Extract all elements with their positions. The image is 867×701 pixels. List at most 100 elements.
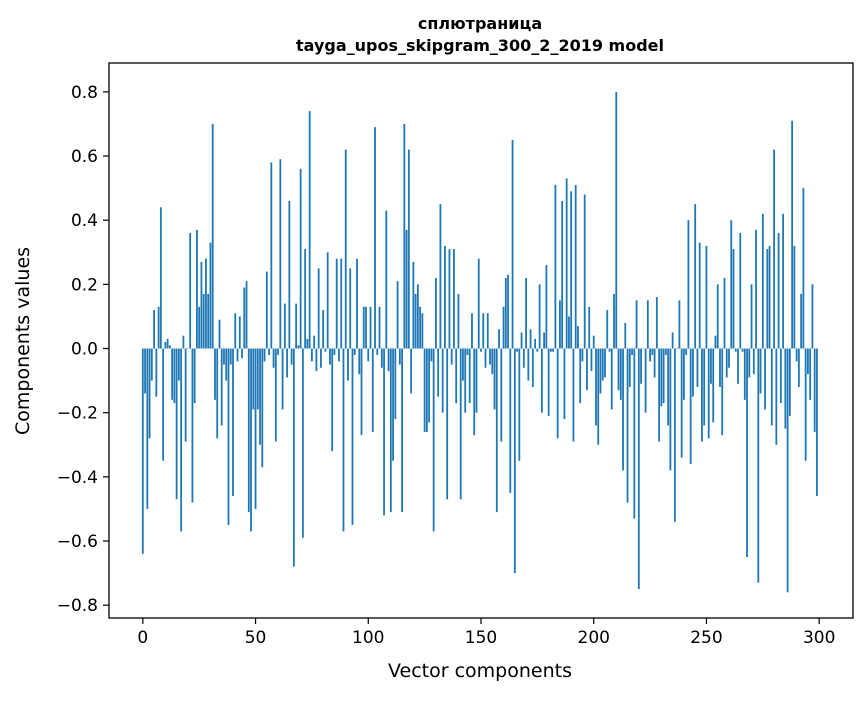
bar xyxy=(430,348,433,362)
bar xyxy=(254,348,257,509)
bar xyxy=(723,277,726,349)
bar xyxy=(387,348,390,371)
bar xyxy=(340,258,343,349)
bar xyxy=(365,306,367,349)
bars-group xyxy=(141,91,818,593)
bar xyxy=(509,348,512,493)
bar xyxy=(653,348,656,378)
bar xyxy=(766,249,769,349)
bar xyxy=(739,233,742,349)
bar xyxy=(590,348,593,371)
bar xyxy=(500,348,503,442)
bar xyxy=(164,342,167,349)
bar xyxy=(175,348,178,500)
bar xyxy=(356,258,358,349)
bar xyxy=(211,123,214,349)
bar xyxy=(304,249,307,349)
bar xyxy=(511,139,514,349)
bar xyxy=(559,300,561,349)
bar xyxy=(480,348,482,352)
bar xyxy=(243,287,246,349)
bar xyxy=(791,120,794,349)
bar xyxy=(283,303,286,349)
bar xyxy=(232,348,234,497)
bar xyxy=(437,348,440,397)
bar xyxy=(362,306,365,349)
bar xyxy=(263,348,266,362)
bar xyxy=(380,348,383,368)
bar xyxy=(360,348,363,436)
bar xyxy=(288,200,291,349)
bar xyxy=(777,233,780,349)
bar xyxy=(367,348,370,362)
bar xyxy=(543,332,546,349)
bar xyxy=(554,184,557,349)
bar xyxy=(486,313,489,349)
bar xyxy=(793,245,796,349)
bar xyxy=(193,348,196,404)
bar xyxy=(159,207,162,349)
bar xyxy=(714,335,717,349)
y-axis-label: Components values xyxy=(12,247,34,435)
bar xyxy=(545,265,548,349)
bar xyxy=(279,159,282,349)
bar xyxy=(261,348,264,468)
bar xyxy=(358,348,361,375)
bar xyxy=(568,316,570,349)
bar xyxy=(651,348,654,355)
bar xyxy=(216,348,219,439)
bar xyxy=(626,348,629,503)
x-tick-label: 300 xyxy=(803,628,835,648)
bar xyxy=(619,348,622,400)
bar xyxy=(220,348,223,426)
bar xyxy=(529,329,532,349)
bar xyxy=(617,348,620,391)
bar xyxy=(374,127,376,349)
bar xyxy=(520,332,523,349)
bar xyxy=(583,194,586,349)
bar xyxy=(786,348,789,593)
bar xyxy=(439,204,442,349)
bar xyxy=(816,348,818,497)
bar xyxy=(299,168,302,349)
bar xyxy=(716,284,719,349)
bar xyxy=(725,348,728,378)
bar xyxy=(153,310,155,349)
bar xyxy=(385,210,388,349)
bar xyxy=(166,338,169,349)
bar xyxy=(498,329,500,349)
bar xyxy=(694,204,697,349)
bar xyxy=(187,348,189,350)
bar xyxy=(333,348,336,355)
bar xyxy=(807,348,809,375)
x-tick-label: 100 xyxy=(352,628,384,648)
bar xyxy=(755,229,757,349)
x-tick-label: 250 xyxy=(690,628,722,648)
bar xyxy=(311,348,313,362)
x-axis-ticks: 0 50 100 150 200 250 300 xyxy=(137,618,835,648)
bar xyxy=(525,277,527,349)
bar xyxy=(401,348,403,513)
bar xyxy=(601,348,604,381)
bar xyxy=(800,293,803,349)
bar xyxy=(200,261,203,349)
bar xyxy=(423,348,426,432)
bar xyxy=(462,348,464,381)
bar xyxy=(734,348,737,352)
bar xyxy=(696,348,699,388)
bar xyxy=(198,306,201,349)
bar xyxy=(180,348,183,532)
bar xyxy=(586,348,588,391)
bar xyxy=(383,348,385,516)
bar xyxy=(811,284,814,349)
bar xyxy=(290,348,293,365)
bar xyxy=(281,348,284,410)
bar xyxy=(613,293,615,349)
bar xyxy=(692,348,694,397)
bar xyxy=(144,348,146,394)
bar xyxy=(770,348,773,426)
bar xyxy=(270,162,273,349)
bar xyxy=(662,348,665,404)
bar xyxy=(676,348,679,350)
bar xyxy=(225,348,228,381)
